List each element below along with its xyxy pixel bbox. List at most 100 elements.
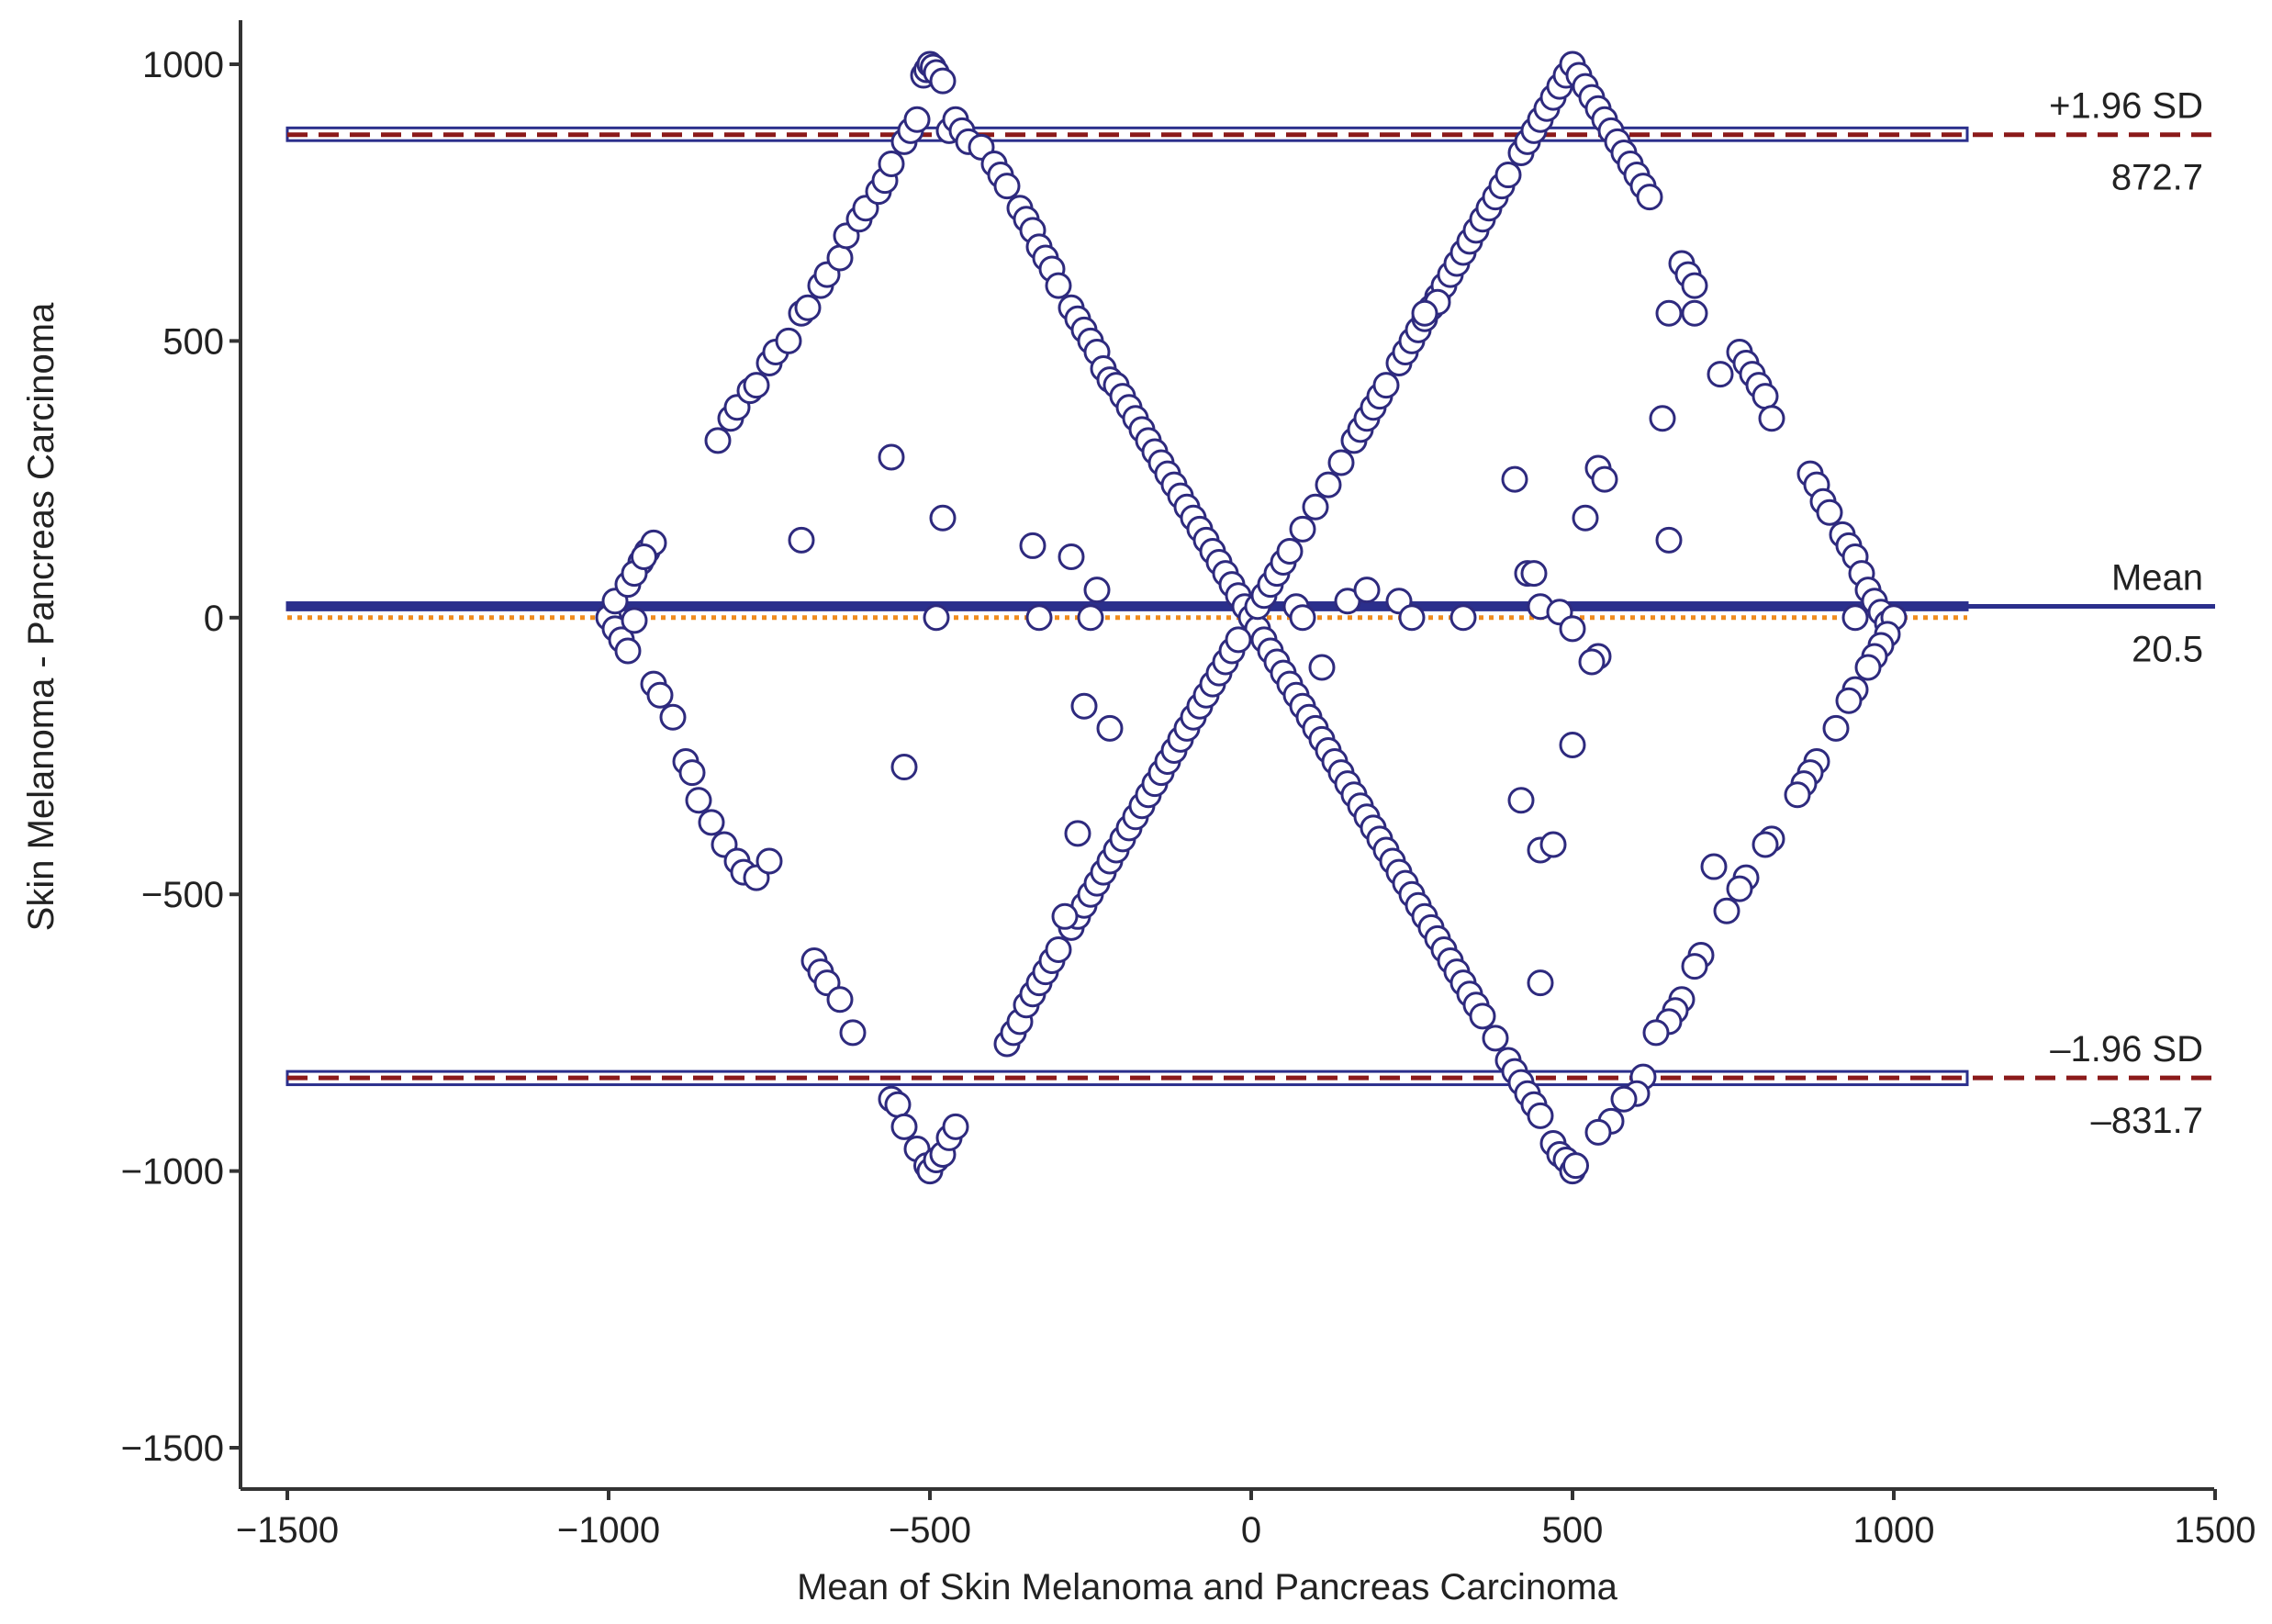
data-point [942,1113,969,1140]
data-point [1070,692,1098,720]
x-tick-label: −1000 [557,1510,660,1551]
data-point [685,787,712,814]
data-point [1225,626,1252,654]
ref-line-value: 20.5 [2132,629,2203,669]
data-point [1572,504,1599,532]
data-point [1469,1002,1496,1030]
data-point [621,607,648,634]
data-point [1019,532,1046,559]
data-point [1655,526,1683,554]
data-point [794,294,822,321]
data-point [1051,902,1079,930]
data-point [1520,560,1548,588]
data-point [929,504,957,532]
data-point [884,1091,912,1118]
data-point [878,151,905,178]
data-point [839,1019,867,1047]
data-point [614,637,642,665]
data-point [1681,272,1708,299]
data-point [1315,471,1342,498]
ref-line-name: Mean [2111,557,2203,598]
data-point [890,1113,918,1140]
data-point [1726,875,1753,902]
y-tick-label: 500 [162,321,224,362]
data-points [595,50,1908,1185]
y-axis-title: Skin Melanoma - Pancreas Carcinoma [21,302,62,931]
data-point [755,847,783,875]
x-tick-label: 500 [1542,1510,1604,1551]
data-point [1649,405,1676,432]
data-point [1758,405,1785,432]
ref-line-value: 872.7 [2111,158,2203,198]
ref-line-value: –831.7 [2091,1101,2203,1141]
data-point [1642,1019,1670,1047]
axes [239,20,2214,1491]
data-point [923,604,950,632]
data-point [1854,654,1882,681]
data-point [1752,383,1779,410]
data-point [1816,498,1843,526]
y-tick-label: 0 [204,599,224,639]
data-point [659,703,687,731]
data-point [1507,787,1535,814]
data-point [788,526,815,554]
x-tick-label: −1500 [236,1510,339,1551]
data-point [1835,687,1863,714]
y-tick-label: −1000 [121,1152,224,1193]
data-point [1822,714,1850,742]
x-tick-label: −500 [889,1510,971,1551]
ref-line-name: +1.96 SD [2049,86,2203,127]
data-point [1308,654,1336,681]
data-point [1411,299,1438,327]
data-point [878,443,905,471]
data-point [1681,953,1708,980]
data-point [1482,1025,1509,1052]
data-point [1527,1102,1554,1129]
data-point [1289,515,1316,543]
y-tick-label: 1000 [142,45,224,85]
data-point [1584,1118,1612,1146]
data-point [743,372,770,399]
data-point [826,244,854,272]
data-point [1841,604,1869,632]
data-point [775,327,802,354]
x-axis-title: Mean of Skin Melanoma and Pancreas Carci… [797,1567,1618,1607]
data-point [678,759,706,787]
y-tick-label: −500 [141,875,224,915]
data-point [1353,577,1381,604]
data-point [698,809,725,836]
data-point [1302,493,1329,521]
data-point [1578,648,1606,676]
data-point [1398,604,1426,632]
data-point [1064,820,1091,847]
data-point [903,106,931,133]
data-point [1096,714,1124,742]
data-point [1289,604,1316,632]
data-point [1752,831,1779,858]
data-point [1636,184,1663,211]
data-point [1713,897,1740,924]
x-tick-label: 0 [1241,1510,1261,1551]
data-point [1610,1085,1638,1113]
data-point [1045,935,1072,963]
x-ticks: −1500 −1000 −500 0 500 1000 1500 [236,1489,2255,1551]
data-point [1494,162,1522,189]
data-point [1681,299,1708,327]
data-point [1707,361,1734,388]
y-ticks: −1500 −1000 −500 0 500 1000 [121,45,241,1469]
data-point [1501,465,1528,493]
data-point [1372,372,1400,399]
data-point [1276,537,1304,565]
data-point [1700,853,1728,880]
data-point [1058,543,1085,570]
data-point [1449,604,1477,632]
data-point [1559,731,1586,758]
data-point [1539,831,1567,858]
x-tick-label: 1000 [1853,1510,1935,1551]
data-point [631,543,657,570]
reference-line-labels: +1.96 SD 872.7 Mean 20.5 –1.96 SD –831.7 [2049,86,2203,1141]
data-point [1083,577,1111,604]
data-point [1591,465,1618,493]
data-point [1559,615,1586,643]
